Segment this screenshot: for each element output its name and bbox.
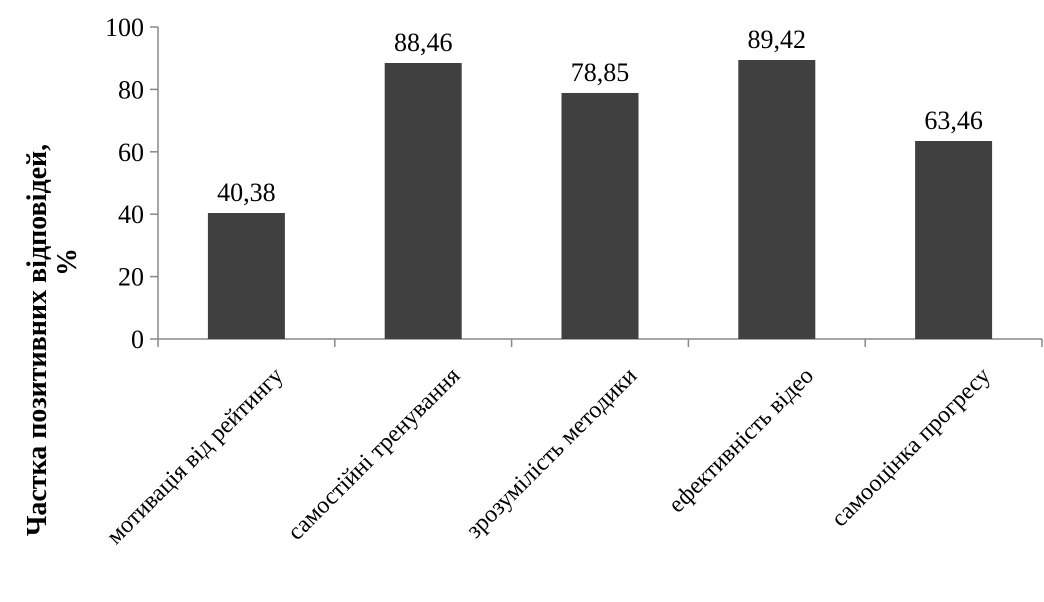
y-tick-label: 20 <box>118 263 144 292</box>
x-category-label: самооцінка прогресу <box>827 363 996 532</box>
y-tick-label: 0 <box>131 325 144 354</box>
bar <box>561 92 639 339</box>
x-category-label: ефективність відео <box>664 363 819 518</box>
bar <box>738 60 816 339</box>
y-axis-title-line-1: Частка позитивних відповідей, <box>22 144 53 536</box>
bars-group <box>207 60 993 340</box>
y-tick-label: 40 <box>118 200 144 229</box>
bar <box>384 63 462 340</box>
axes: 0 20 40 60 80 100 <box>105 13 1043 354</box>
y-tick-label: 60 <box>118 138 144 167</box>
bar <box>207 213 285 339</box>
data-label: 63,46 <box>924 106 983 135</box>
y-tick-label: 100 <box>105 13 144 42</box>
data-label: 89,42 <box>748 25 807 54</box>
data-label: 78,85 <box>571 58 630 87</box>
bar <box>915 141 993 339</box>
x-category-label: зрозумілість методики <box>461 363 642 544</box>
data-label: 88,46 <box>394 28 453 57</box>
x-category-label: мотивація від рейтингу <box>102 363 289 550</box>
x-category-label: самостійні тренування <box>283 363 466 546</box>
y-axis-title-line-2: % <box>52 248 83 276</box>
y-tick-label: 80 <box>118 75 144 104</box>
data-label: 40,38 <box>217 178 276 207</box>
y-axis-title: Частка позитивних відповідей, % <box>22 144 83 536</box>
